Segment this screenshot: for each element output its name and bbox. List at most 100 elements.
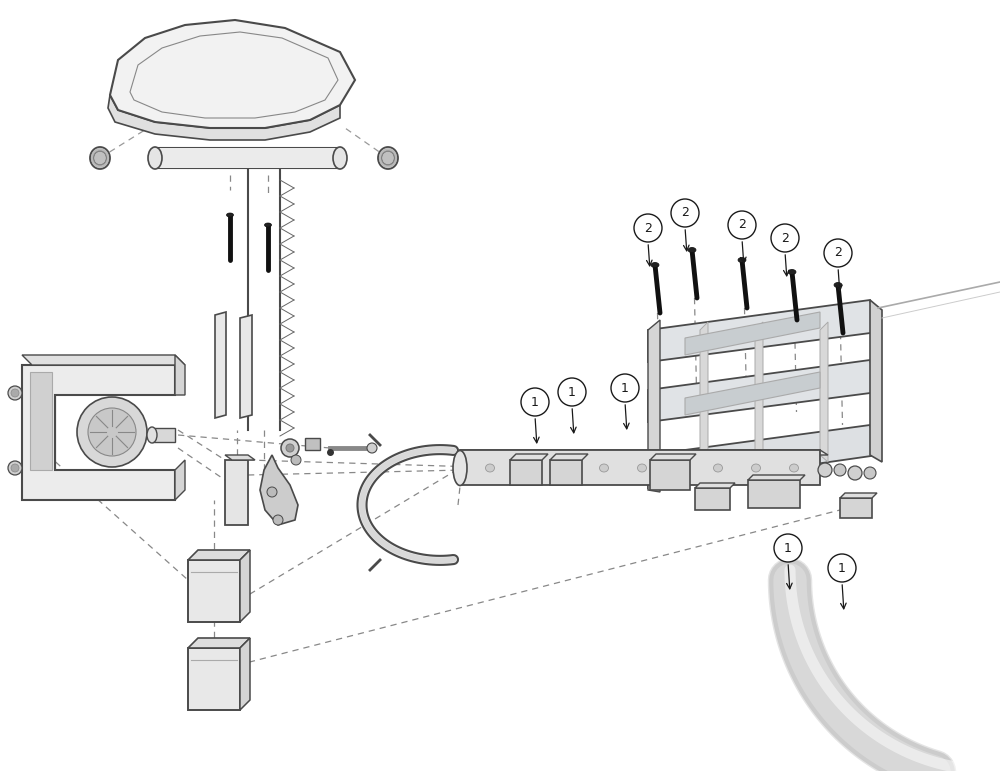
- Polygon shape: [188, 648, 240, 710]
- Ellipse shape: [638, 464, 646, 472]
- Ellipse shape: [378, 147, 398, 169]
- Ellipse shape: [94, 151, 106, 165]
- Polygon shape: [510, 460, 542, 485]
- Polygon shape: [695, 483, 735, 488]
- Polygon shape: [460, 450, 820, 485]
- Circle shape: [77, 397, 147, 467]
- Text: 1: 1: [531, 396, 539, 409]
- Polygon shape: [685, 372, 820, 415]
- Circle shape: [273, 515, 283, 525]
- Polygon shape: [175, 355, 185, 395]
- Polygon shape: [550, 454, 588, 460]
- Ellipse shape: [90, 147, 110, 169]
- Circle shape: [286, 444, 294, 452]
- Text: 2: 2: [738, 218, 746, 231]
- Polygon shape: [108, 95, 340, 140]
- Polygon shape: [648, 320, 660, 492]
- Polygon shape: [820, 322, 828, 462]
- Circle shape: [281, 439, 299, 457]
- Ellipse shape: [562, 464, 570, 472]
- Text: 2: 2: [644, 221, 652, 234]
- Polygon shape: [870, 300, 882, 462]
- Polygon shape: [648, 425, 878, 488]
- Circle shape: [774, 534, 802, 562]
- Polygon shape: [550, 460, 582, 485]
- Circle shape: [864, 467, 876, 479]
- Ellipse shape: [714, 464, 722, 472]
- Circle shape: [267, 487, 277, 497]
- Circle shape: [848, 466, 862, 480]
- Circle shape: [824, 239, 852, 267]
- Ellipse shape: [688, 247, 696, 252]
- Polygon shape: [460, 450, 828, 455]
- Circle shape: [728, 211, 756, 239]
- Bar: [155, 148, 340, 168]
- Polygon shape: [240, 315, 252, 418]
- Circle shape: [8, 386, 22, 400]
- Polygon shape: [700, 322, 708, 462]
- Circle shape: [8, 461, 22, 475]
- Circle shape: [771, 224, 799, 252]
- Polygon shape: [650, 454, 696, 460]
- Polygon shape: [685, 312, 820, 355]
- Ellipse shape: [752, 464, 761, 472]
- Circle shape: [611, 374, 639, 402]
- Text: 1: 1: [784, 541, 792, 554]
- Text: 2: 2: [681, 207, 689, 220]
- Polygon shape: [748, 480, 800, 508]
- Circle shape: [834, 464, 846, 476]
- Polygon shape: [240, 638, 250, 710]
- Polygon shape: [648, 360, 878, 422]
- Ellipse shape: [834, 282, 842, 288]
- Ellipse shape: [788, 270, 796, 274]
- Polygon shape: [175, 460, 185, 500]
- Ellipse shape: [148, 147, 162, 169]
- Polygon shape: [225, 460, 248, 525]
- Polygon shape: [188, 560, 240, 622]
- Circle shape: [634, 214, 662, 242]
- Circle shape: [367, 443, 377, 453]
- Ellipse shape: [226, 213, 234, 217]
- Polygon shape: [840, 493, 877, 498]
- Ellipse shape: [147, 427, 157, 443]
- Circle shape: [291, 455, 301, 465]
- Polygon shape: [695, 488, 730, 510]
- Ellipse shape: [600, 464, 608, 472]
- Text: 2: 2: [834, 247, 842, 260]
- Circle shape: [671, 199, 699, 227]
- Bar: [30, 372, 52, 470]
- Text: 1: 1: [568, 386, 576, 399]
- Text: 1: 1: [838, 561, 846, 574]
- Polygon shape: [260, 455, 298, 525]
- Polygon shape: [215, 312, 226, 418]
- Polygon shape: [225, 455, 255, 460]
- Polygon shape: [188, 638, 250, 648]
- Circle shape: [11, 464, 19, 472]
- Polygon shape: [22, 365, 175, 500]
- Ellipse shape: [524, 464, 532, 472]
- Polygon shape: [840, 498, 872, 518]
- Circle shape: [521, 388, 549, 416]
- Polygon shape: [240, 550, 250, 622]
- Polygon shape: [748, 475, 805, 480]
- Circle shape: [828, 554, 856, 582]
- Circle shape: [558, 378, 586, 406]
- Ellipse shape: [651, 262, 659, 268]
- Ellipse shape: [486, 464, 494, 472]
- Text: 2: 2: [781, 231, 789, 244]
- Polygon shape: [755, 322, 763, 462]
- Circle shape: [11, 389, 19, 397]
- Polygon shape: [188, 550, 250, 560]
- Circle shape: [88, 408, 136, 456]
- Circle shape: [818, 463, 832, 477]
- Ellipse shape: [676, 464, 684, 472]
- Ellipse shape: [453, 450, 467, 486]
- Polygon shape: [22, 355, 185, 365]
- Ellipse shape: [738, 258, 746, 262]
- Text: 1: 1: [621, 382, 629, 395]
- Ellipse shape: [790, 464, 798, 472]
- Ellipse shape: [382, 151, 394, 165]
- Polygon shape: [648, 300, 878, 362]
- Polygon shape: [110, 20, 355, 128]
- Bar: [305, 438, 320, 450]
